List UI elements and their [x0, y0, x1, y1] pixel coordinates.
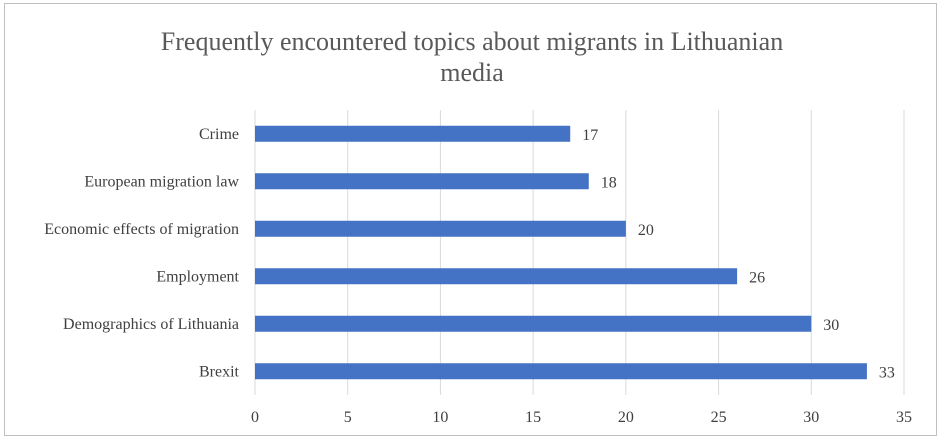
bar-1 — [255, 173, 589, 190]
bar-5 — [255, 363, 867, 380]
category-label-2: Economic effects of migration — [44, 221, 239, 238]
category-label-1: European migration law — [84, 173, 239, 190]
chart-title-line-1: Frequently encountered topics about migr… — [161, 27, 783, 56]
data-label-5: 33 — [879, 364, 895, 381]
x-tick-label-30: 30 — [803, 409, 819, 426]
gridlines — [254, 110, 905, 395]
bar-3 — [255, 268, 738, 285]
chart-title-line-2: media — [440, 58, 504, 87]
category-label-3: Employment — [156, 268, 239, 285]
bars — [255, 125, 867, 380]
data-label-1: 18 — [601, 174, 617, 191]
x-tick-label-0: 0 — [251, 409, 259, 426]
category-label-4: Demographics of Lithuania — [63, 316, 239, 333]
x-tick-label-5: 5 — [344, 409, 352, 426]
labels: 0 5 10 15 20 25 30 35 Crime 17 European migration … — [44, 126, 912, 426]
x-tick-label-10: 10 — [432, 409, 448, 426]
data-label-4: 30 — [823, 317, 839, 334]
x-tick-label-20: 20 — [618, 409, 634, 426]
bar-0 — [255, 125, 571, 142]
data-label-2: 20 — [638, 222, 654, 239]
bar-4 — [255, 315, 812, 332]
x-tick-label-15: 15 — [525, 409, 541, 426]
data-label-0: 17 — [582, 127, 598, 144]
bar-2 — [255, 220, 626, 237]
data-label-3: 26 — [749, 269, 765, 286]
category-label-5: Brexit — [199, 363, 240, 380]
x-tick-label-25: 25 — [711, 409, 727, 426]
x-tick-label-35: 35 — [896, 409, 912, 426]
category-label-0: Crime — [199, 126, 239, 143]
